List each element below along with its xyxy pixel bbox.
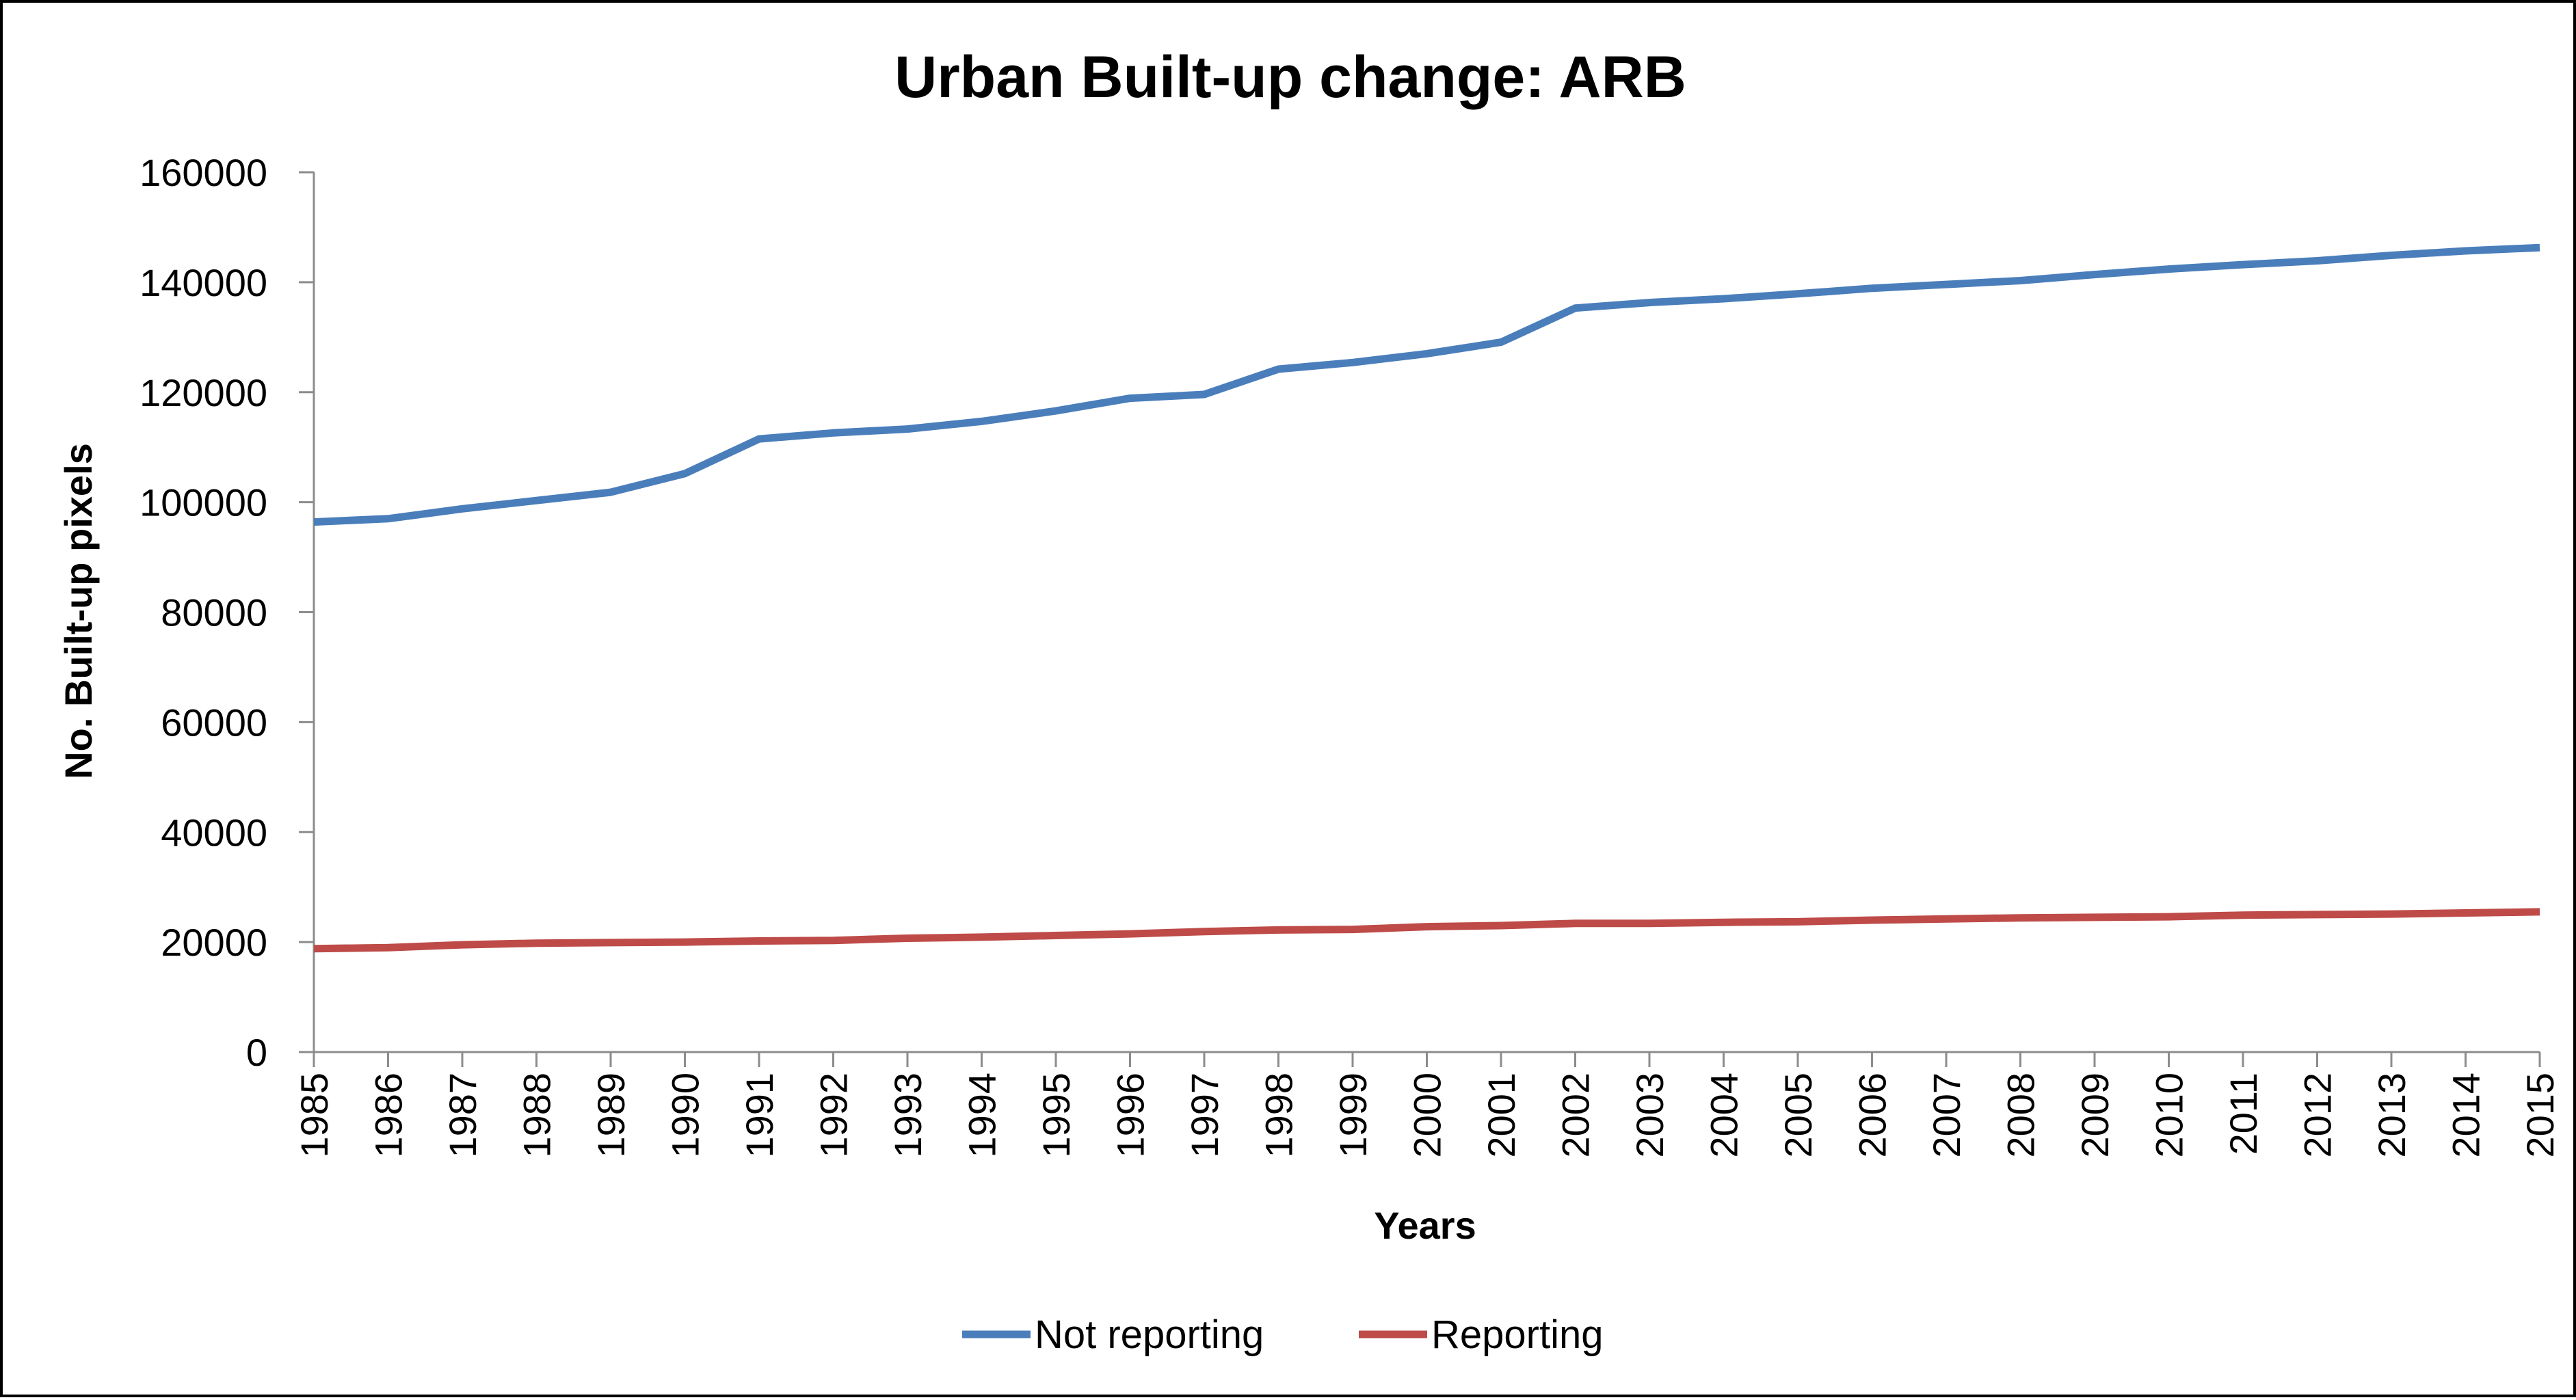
x-tick-label: 2006 [1851, 1073, 1894, 1158]
y-tick-label: 20000 [161, 921, 267, 964]
y-tick-label: 140000 [140, 261, 267, 304]
y-tick-label: 60000 [161, 701, 267, 744]
x-tick-label: 2003 [1628, 1073, 1671, 1158]
chart-title: Urban Built-up change: ARB [894, 44, 1686, 110]
x-tick-label: 2012 [2296, 1073, 2339, 1158]
x-tick-label: 1987 [441, 1073, 484, 1158]
x-tick-label: 1990 [664, 1073, 707, 1158]
x-tick-label: 1999 [1331, 1073, 1375, 1158]
x-tick-label: 1994 [961, 1073, 1004, 1158]
x-tick-label: 2004 [1703, 1073, 1746, 1158]
legend-label-not-reporting: Not reporting [1035, 1312, 1264, 1357]
y-tick-label: 0 [246, 1031, 267, 1074]
x-tick-label: 2011 [2222, 1073, 2265, 1155]
y-tick-label: 80000 [161, 591, 267, 634]
x-tick-label: 2000 [1406, 1073, 1449, 1158]
x-tick-label: 1992 [812, 1073, 855, 1158]
y-tick-label: 120000 [140, 371, 267, 414]
x-tick-label: 2007 [1925, 1073, 1968, 1158]
x-tick-label: 1995 [1035, 1073, 1078, 1158]
x-tick-label: 1985 [293, 1073, 336, 1158]
x-tick-label: 2014 [2445, 1073, 2488, 1158]
x-tick-label: 2005 [1777, 1073, 1820, 1158]
legend: Not reporting Reporting [962, 1312, 1603, 1357]
x-tick-label: 2008 [2000, 1073, 2043, 1158]
x-tick-label: 2002 [1554, 1073, 1597, 1158]
x-tick-label: 1986 [367, 1073, 410, 1158]
x-axis-title: Years [1374, 1204, 1476, 1247]
y-tick-label: 160000 [140, 151, 267, 194]
plot-area: 0 20000 40000 60000 80000 100000 120000 140000 1… [140, 151, 2562, 1158]
series-line-reporting [313, 908, 2540, 953]
x-tick-label: 1988 [516, 1073, 559, 1158]
y-axis-title: No. Built-up pixels [57, 443, 100, 779]
legend-label-reporting: Reporting [1431, 1312, 1603, 1357]
line-chart: Urban Built-up change: ARB No. Built-up … [57, 44, 2562, 1357]
x-tick-label: 1996 [1109, 1073, 1152, 1158]
x-tick-label: 2001 [1480, 1073, 1523, 1158]
x-tick-label: 1993 [886, 1073, 929, 1158]
x-tick-label: 1989 [589, 1073, 633, 1158]
x-tick-label: 1998 [1258, 1073, 1301, 1158]
x-tick-label: 2009 [2073, 1073, 2116, 1158]
y-tick-label: 100000 [140, 481, 267, 524]
x-tick-label: 2013 [2370, 1073, 2413, 1158]
y-tick-label: 40000 [161, 811, 267, 854]
series-line-not-reporting [313, 243, 2540, 526]
x-tick-label: 1991 [738, 1073, 781, 1158]
x-tick-label: 2010 [2148, 1073, 2191, 1158]
x-tick-label: 1997 [1183, 1073, 1226, 1158]
x-tick-label: 2015 [2519, 1073, 2562, 1158]
